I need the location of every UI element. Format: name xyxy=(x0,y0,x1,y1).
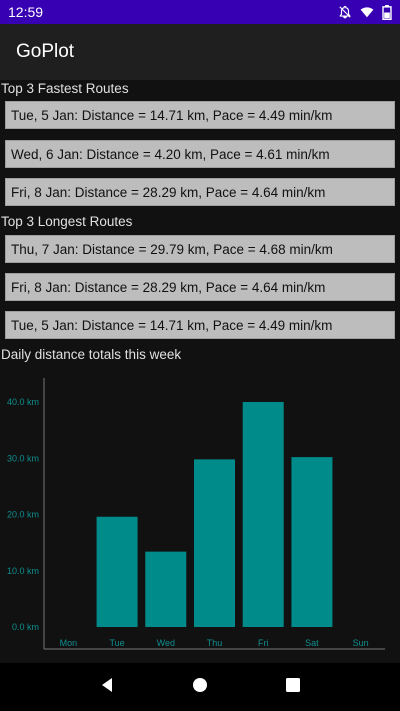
y-tick-label: 10.0 km xyxy=(7,566,39,576)
fastest-route-item[interactable]: Wed, 6 Jan: Distance = 4.20 km, Pace = 4… xyxy=(5,140,395,168)
recents-button[interactable] xyxy=(277,671,309,703)
x-tick-label: Wed xyxy=(157,638,175,648)
status-bar: 12:59 xyxy=(0,0,400,24)
app-title: GoPlot xyxy=(16,41,75,62)
home-icon xyxy=(192,677,208,698)
status-time: 12:59 xyxy=(8,4,44,20)
longest-route-item[interactable]: Tue, 5 Jan: Distance = 14.71 km, Pace = … xyxy=(5,311,395,339)
x-tick-label: Fri xyxy=(258,638,269,648)
notifications-off-icon xyxy=(338,5,352,19)
back-button[interactable] xyxy=(91,671,123,703)
back-icon xyxy=(99,677,115,698)
x-tick-label: Mon xyxy=(60,638,78,648)
recents-icon xyxy=(285,677,301,698)
fastest-routes-title: Top 3 Fastest Routes xyxy=(1,81,129,96)
y-tick-label: 40.0 km xyxy=(7,397,39,407)
daily-distance-bar-chart: 0.0 km 10.0 km 20.0 km 30.0 km 40.0 km Mon Tue… xyxy=(7,378,385,650)
x-tick-label: Tue xyxy=(109,638,124,648)
status-icons xyxy=(338,4,392,20)
home-button[interactable] xyxy=(184,671,216,703)
fastest-route-item[interactable]: Fri, 8 Jan: Distance = 28.29 km, Pace = … xyxy=(5,178,395,206)
longest-route-item[interactable]: Fri, 8 Jan: Distance = 28.29 km, Pace = … xyxy=(5,273,395,301)
chart-title: Daily distance totals this week xyxy=(1,347,182,362)
x-tick-label: Sat xyxy=(305,638,319,648)
fastest-route-item[interactable]: Tue, 5 Jan: Distance = 14.71 km, Pace = … xyxy=(5,101,395,129)
wifi-icon xyxy=(360,5,374,19)
x-tick-label: Sun xyxy=(353,638,369,648)
y-tick-label: 0.0 km xyxy=(12,622,39,632)
x-tick-label: Thu xyxy=(207,638,223,648)
longest-route-item[interactable]: Thu, 7 Jan: Distance = 29.79 km, Pace = … xyxy=(5,235,395,263)
bar-tue xyxy=(96,516,138,627)
main-content: Top 3 Fastest Routes Tue, 5 Jan: Distanc… xyxy=(0,80,400,663)
navigation-bar xyxy=(0,663,400,711)
battery-icon xyxy=(382,4,392,20)
longest-routes-title: Top 3 Longest Routes xyxy=(1,214,133,229)
y-tick-label: 30.0 km xyxy=(7,453,39,463)
app-bar: GoPlot xyxy=(0,24,400,80)
bar-thu xyxy=(194,459,235,627)
bar-fri xyxy=(242,402,284,627)
bar-wed xyxy=(145,551,187,627)
bar-sat xyxy=(291,457,333,627)
y-tick-label: 20.0 km xyxy=(7,510,39,520)
